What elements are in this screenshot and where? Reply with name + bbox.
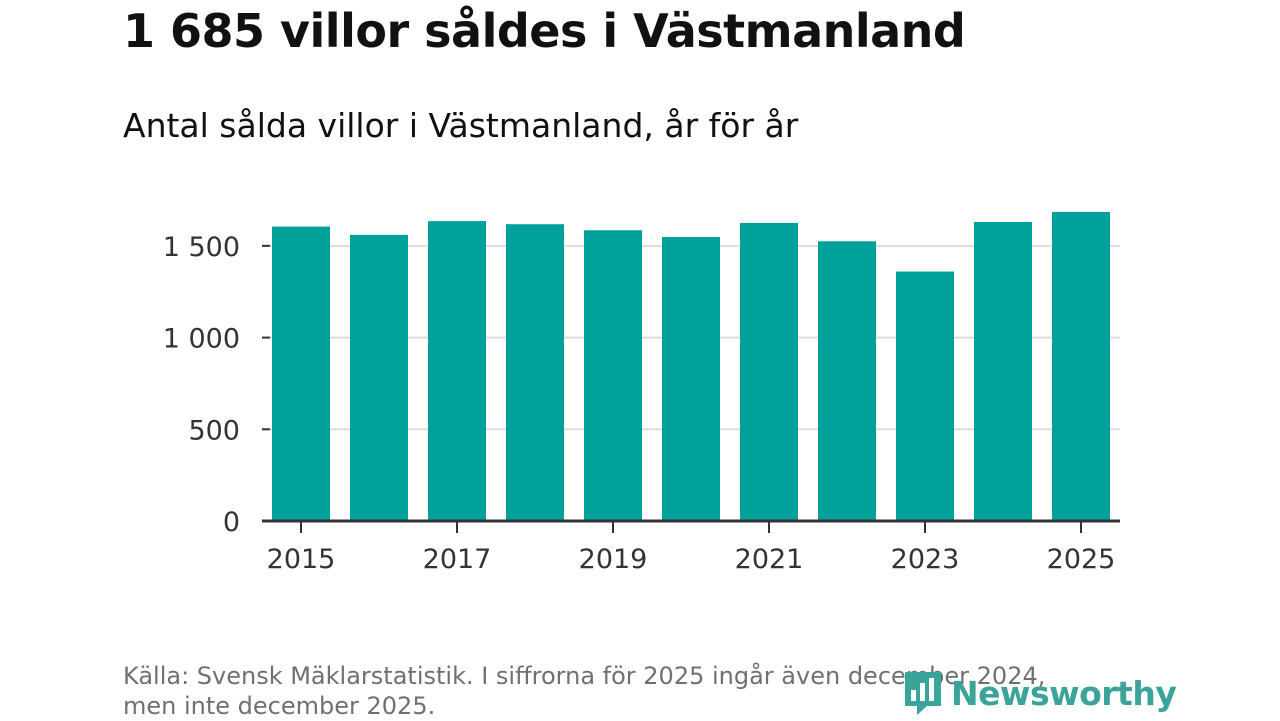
y-tick-label: 0	[223, 507, 240, 538]
y-tick-label: 1 500	[163, 232, 240, 263]
x-tick-label-2019: 2019	[579, 544, 648, 575]
y-tick-label: 1 000	[163, 324, 240, 355]
bar-2020	[662, 237, 720, 522]
bar-2016	[350, 234, 408, 521]
bar-chart: 0 500 1 000 1 500 2015 2017 2019 2021 2023 2025	[163, 211, 1120, 575]
bar-2019	[584, 230, 642, 521]
x-tick-label-2021: 2021	[735, 544, 804, 575]
x-tick-label-2023: 2023	[891, 544, 960, 575]
source-line-1: Källa: Svensk Mäklarstatistik. I siffror…	[123, 662, 1046, 690]
newsworthy-brand[interactable]: Newsworthy	[903, 669, 1177, 717]
newsworthy-logo-icon	[905, 672, 941, 715]
bar-2021	[740, 222, 798, 521]
bar-2025	[1052, 211, 1110, 521]
bar-2024	[974, 222, 1032, 522]
bar-2015	[272, 226, 330, 521]
brand-name: Newsworthy	[951, 673, 1177, 713]
bars	[272, 211, 1110, 522]
bar-2017	[428, 221, 486, 521]
source-line-2: men inte december 2025.	[123, 692, 436, 720]
axes: 0 500 1 000 1 500 2015 2017 2019 2021 2023 2025	[163, 232, 1120, 575]
x-tick-label-2017: 2017	[423, 544, 492, 575]
x-tick-label-2025: 2025	[1047, 544, 1116, 575]
bar-2023	[896, 271, 954, 521]
chart-subtitle: Antal sålda villor i Västmanland, år för…	[123, 106, 799, 145]
bar-2022	[818, 241, 876, 521]
source-note: Källa: Svensk Mäklarstatistik. I siffror…	[123, 661, 1123, 721]
chart-title: 1 685 villor såldes i Västmanland	[123, 4, 966, 58]
bar-2018	[506, 224, 564, 521]
x-tick-label-2015: 2015	[267, 544, 336, 575]
y-tick-label: 500	[188, 415, 240, 446]
